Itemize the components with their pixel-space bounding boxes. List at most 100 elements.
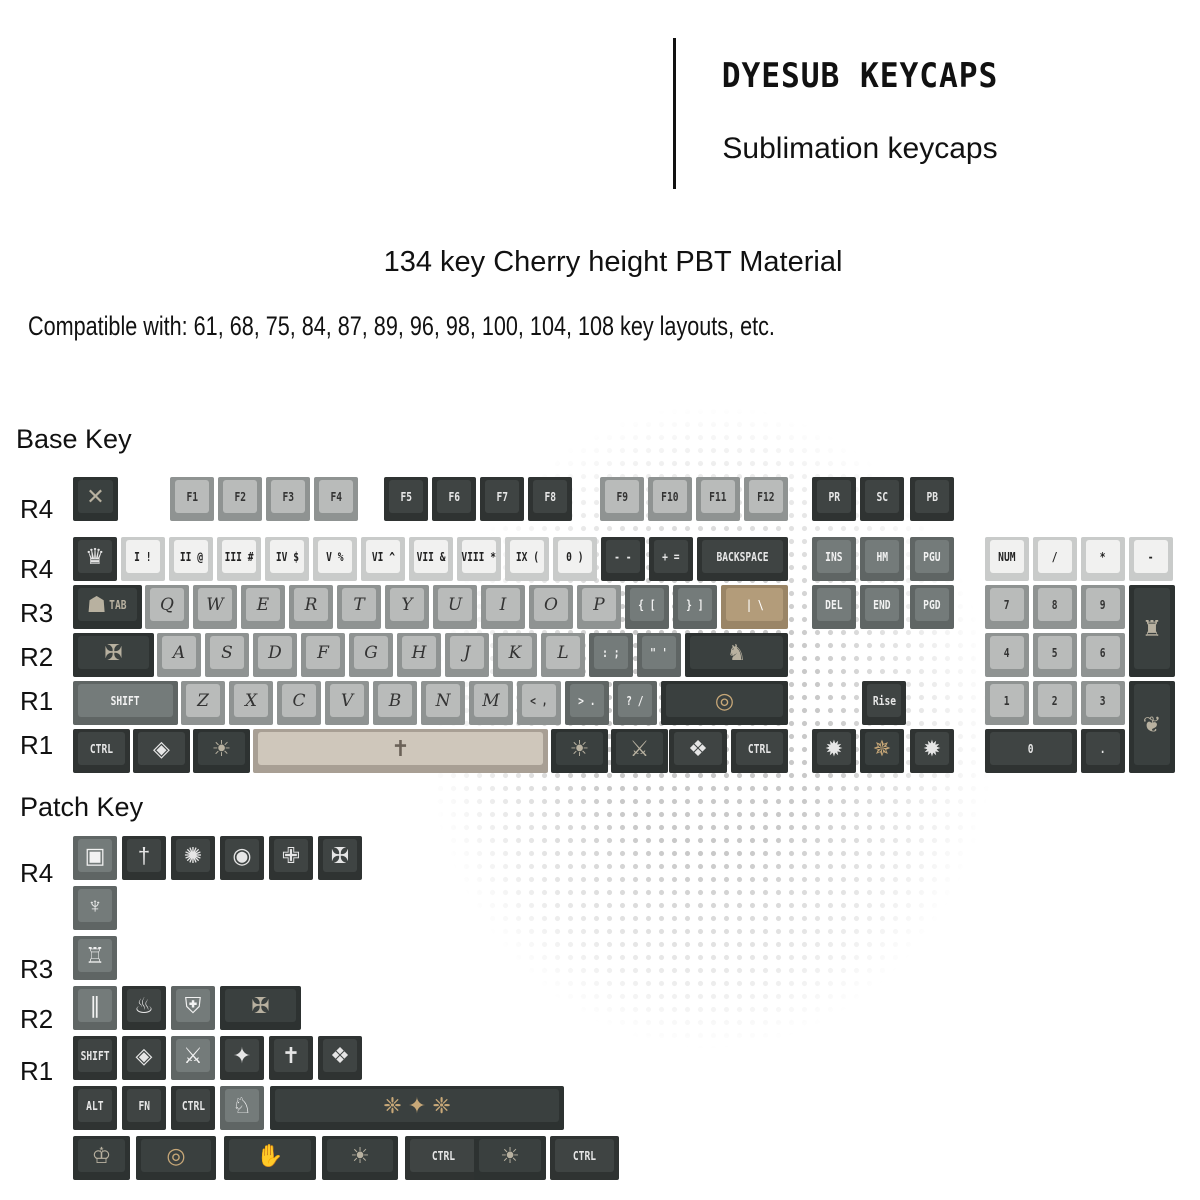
keycap-top: ⚔ (616, 732, 663, 765)
base-key-lantern-icon: ♜ (1129, 585, 1175, 677)
keycap-top: ❖ (674, 732, 722, 765)
base-key-ornate-crest-icon: ❦ (1129, 681, 1175, 773)
base-key-crown-icon: ♛ (73, 537, 117, 581)
base-key-hm: HM (860, 537, 904, 581)
halo-ring-icon: ◎ (166, 1142, 186, 1168)
keycap-top: PGD (915, 588, 949, 621)
keycap-top: CTRL (736, 732, 783, 765)
base-key-tab: ☗ TAB (73, 585, 142, 629)
patch-row-label: R2 (20, 1004, 54, 1034)
patch-key-eye-icon: ◈ (122, 1036, 166, 1080)
keycap-top: ⚔ (176, 1039, 210, 1072)
base-key-f5: F5 (384, 477, 428, 521)
base-key-iv: IV $ (265, 537, 309, 581)
keycap-top: 6 (1086, 636, 1120, 669)
keycap-top: V (330, 684, 364, 717)
key-legend: F2 (234, 489, 246, 504)
eye-icon: ◈ (153, 735, 170, 761)
base-key-eye-icon: ◈ (133, 729, 190, 773)
keycap-top: F (306, 636, 340, 669)
base-key-f: F (301, 633, 345, 677)
keycap-top: SHIFT (78, 1039, 112, 1072)
patch-key-sun-sigil-icon: ☀ (474, 1136, 546, 1180)
key-legend: } ] (686, 597, 704, 612)
key-legend: F3 (282, 489, 294, 504)
base-key-gold-compass-icon: ✵ (860, 729, 904, 773)
base-key-f12: F12 (744, 477, 788, 521)
base-key-f9: F9 (600, 477, 644, 521)
mask-icon: ♆ (86, 892, 104, 918)
sun-left-icon: ✹ (824, 735, 844, 761)
sun-sigil-icon: ☀ (569, 735, 590, 761)
keycap-top: ♘ (225, 1089, 259, 1122)
keycap-top: ♖ (78, 939, 112, 972)
sun-sigil-icon: ☀ (211, 735, 232, 761)
keycap-top: ✝ (274, 1039, 308, 1072)
base-key-ctrl: CTRL (73, 729, 130, 773)
base-key-c: C (277, 681, 321, 725)
keycap-top: 8 (1038, 588, 1072, 621)
keycap-top: C (282, 684, 316, 717)
keycap-top: 4 (990, 636, 1024, 669)
patch-key-sword-flame-icon: † (122, 836, 166, 880)
keycap-top: ♛ (78, 540, 112, 573)
key-legend: 4 (1004, 645, 1010, 660)
key-legend: IV $ (275, 549, 299, 564)
keycap-top: D (258, 636, 292, 669)
base-key-sun-sigil-icon: ☀ (551, 729, 608, 773)
base-key-f3: F3 (266, 477, 310, 521)
keycap-top: J (450, 636, 484, 669)
key-legend: F9 (616, 489, 628, 504)
key-legend: 8 (1052, 597, 1058, 612)
base-key-symbol: < , (517, 681, 561, 725)
base-key-n: N (421, 681, 465, 725)
key-legend: Y (401, 594, 413, 615)
key-legend: PB (926, 489, 938, 504)
keycap-top: 3 (1086, 684, 1120, 717)
helmet-icon: ♖ (85, 942, 105, 968)
figure-icon: ☗ (86, 591, 107, 617)
base-key-i: I ! (121, 537, 165, 581)
keycap-top: ✋ (229, 1139, 311, 1172)
key-legend: II @ (179, 549, 203, 564)
section-patch-key: Patch Key (20, 792, 144, 822)
key-legend: Z (197, 690, 209, 711)
key-legend: " ' (650, 645, 668, 660)
base-key-pgu: PGU (910, 537, 954, 581)
keycap-top: BACKSPACE (702, 540, 783, 573)
key-legend: G (364, 642, 378, 663)
base-key-r: R (289, 585, 333, 629)
base-key-rise: Rise (862, 681, 906, 725)
key-legend: 0 (1028, 741, 1034, 756)
key-legend: P (593, 594, 605, 615)
base-key-f6: F6 (432, 477, 476, 521)
crossed-swords-icon: ⚔ (183, 1042, 203, 1068)
base-key-ins: INS (812, 537, 856, 581)
keycap-top: W (198, 588, 232, 621)
patch-key-halo-ring-icon: ◎ (136, 1136, 216, 1180)
keycap-top: F2 (223, 480, 257, 513)
keycap-top: 9 (1086, 588, 1120, 621)
key-legend: T (353, 594, 365, 615)
key-legend: VII & (416, 549, 446, 564)
base-key-symbol: } ] (673, 585, 717, 629)
base-key-cathedral-scene-icon: ✝ (253, 729, 548, 773)
crest-icon: ❖ (688, 735, 708, 761)
gold-ornament-icon: ❈ ✦ ❈ (383, 1092, 451, 1118)
keycap-top: 0 ) (558, 540, 592, 573)
flame-icon: ♨ (134, 992, 154, 1018)
key-legend: A (172, 642, 186, 663)
base-key-vi: VI ^ (361, 537, 405, 581)
row-label: R1 (20, 686, 54, 716)
keycap-top: ✠ (78, 636, 149, 669)
base-key-8: 8 (1033, 585, 1077, 629)
patch-key-winged-sword-icon: ✠ (220, 986, 301, 1030)
base-key-crest-icon: ❖ (669, 729, 727, 773)
keycap-top: ✠ (225, 989, 296, 1022)
keycap-top: ∥ (78, 989, 112, 1022)
winged-sword-icon: ✠ (330, 842, 350, 868)
base-key-p: P (577, 585, 621, 629)
key-legend: I (499, 594, 507, 615)
keycap-top: ◎ (141, 1139, 211, 1172)
key-legend: SC (876, 489, 888, 504)
